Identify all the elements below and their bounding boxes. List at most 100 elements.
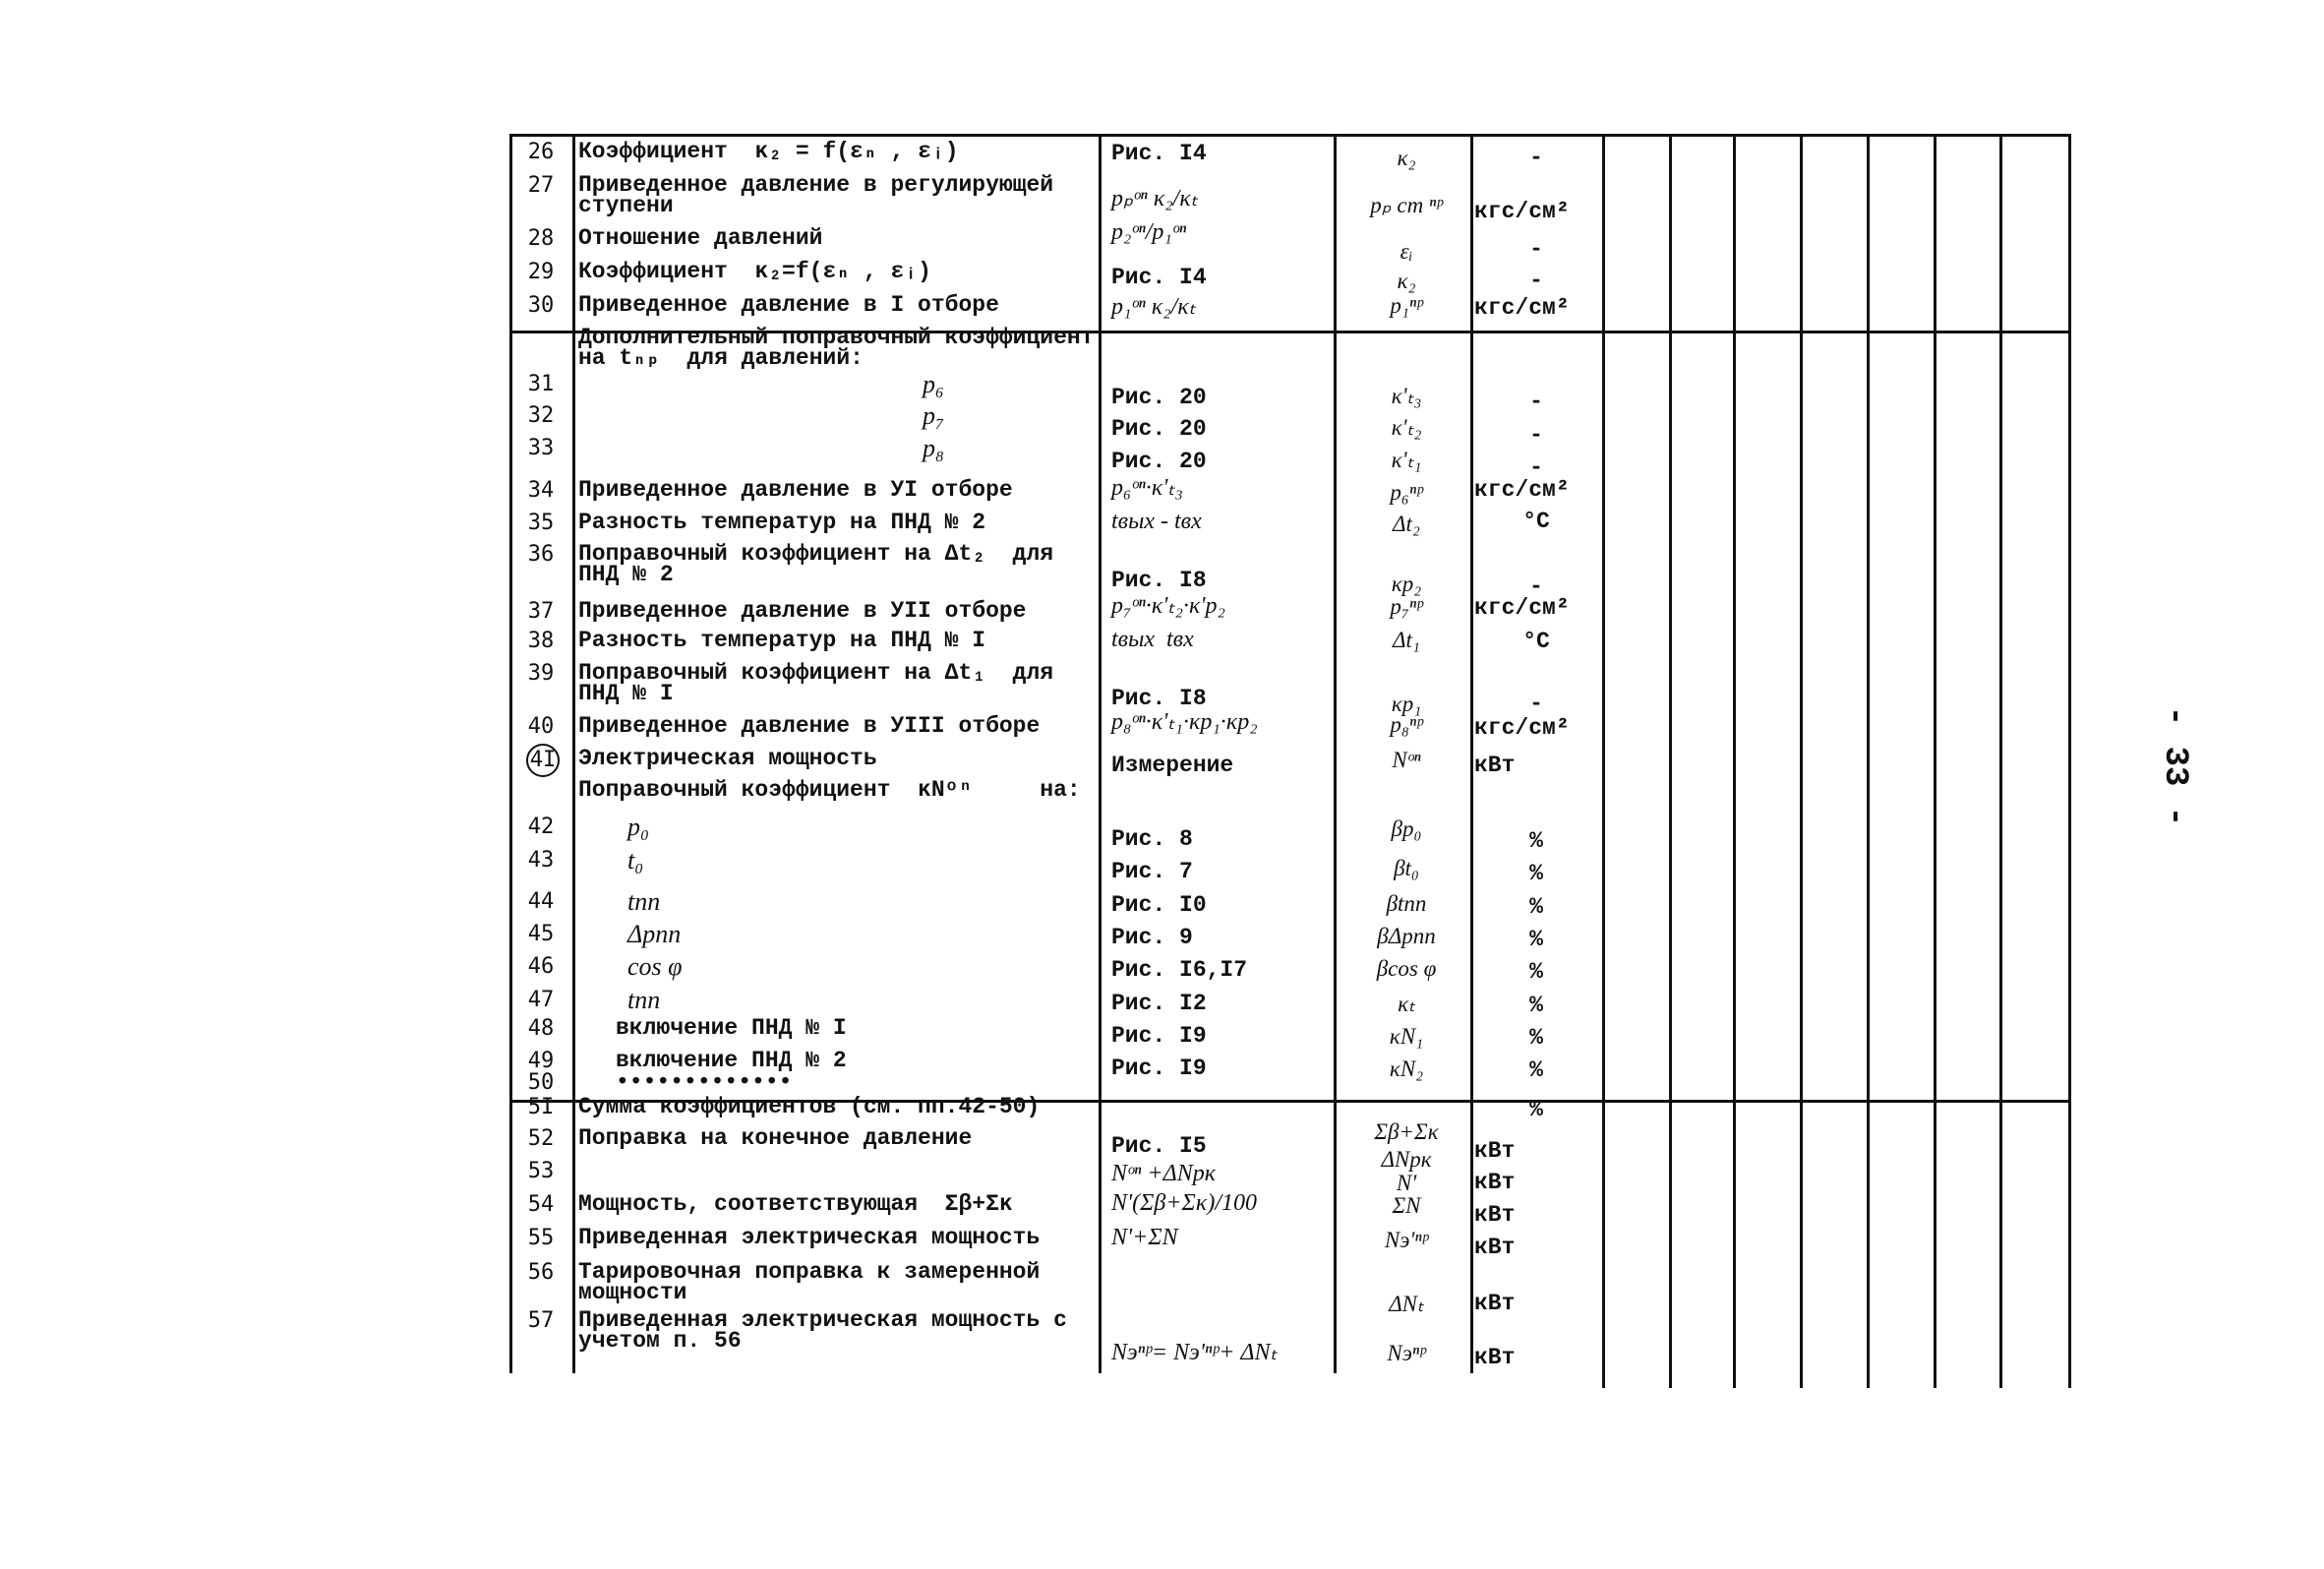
symbol: Nэ'ⁿᵖ (1384, 1228, 1429, 1252)
source-reference: tвых - tвх (1111, 509, 1202, 534)
row-number: 44 (527, 889, 555, 914)
symbol: κp₂ (1391, 572, 1422, 596)
row-description: Приведенная электрическая мощность с уче… (578, 1307, 1081, 1354)
row-description: Поправочный коэффициент на Δt₂ для ПНД №… (578, 541, 1067, 587)
unit: % (1529, 894, 1543, 920)
unit: кгс/см² (1474, 199, 1570, 224)
symbol: ΔNpк (1381, 1147, 1432, 1172)
symbol: p₇ⁿᵖ (1390, 594, 1423, 619)
row-description: Приведенное давление в УI отборе (578, 477, 1013, 503)
row-description: Δpпп (627, 920, 682, 948)
row-number: 27 (527, 173, 555, 198)
source-reference: Рис. 9 (1111, 925, 1193, 950)
row-description: tпп (627, 887, 661, 916)
source-reference: Рис. I5 (1111, 1133, 1207, 1159)
source-reference: tвых tвх (1111, 627, 1194, 652)
unit: кВт (1474, 753, 1516, 778)
row-number: 39 (527, 661, 555, 686)
column-divider (1800, 134, 1803, 1388)
symbol: Nэⁿᵖ (1387, 1341, 1426, 1365)
row-number: 47 (527, 988, 555, 1012)
row-description: p₆ (923, 370, 945, 398)
unit: кгс/см² (1474, 595, 1570, 621)
row-number: 43 (527, 848, 555, 873)
source-reference: N'+ΣN (1111, 1225, 1178, 1250)
source-reference: Nэⁿᵖ= Nэ'ⁿᵖ+ ΔNₜ (1111, 1340, 1278, 1365)
column-divider (1470, 134, 1473, 1373)
column-divider (1934, 134, 1937, 1388)
symbol: p₆ⁿᵖ (1390, 480, 1423, 505)
unit: - (1529, 236, 1543, 262)
unit: % (1529, 959, 1543, 985)
row-description: Поправочный коэффициент κNᵒⁿ на: (578, 777, 1081, 803)
page-number: - 33 - (2156, 705, 2194, 827)
row-number: 29 (527, 260, 555, 284)
unit: - (1529, 389, 1543, 414)
column-divider (2068, 134, 2071, 1388)
source-reference: Рис. I4 (1111, 265, 1207, 290)
source-reference: p₇ᵒⁿ·κ'ₜ₂·κ'p₂ (1111, 593, 1225, 619)
symbol: εᵢ (1400, 239, 1413, 264)
unit: кгс/см² (1474, 295, 1570, 321)
row-description: cos φ (627, 952, 683, 981)
row-number: 45 (527, 922, 555, 946)
column-divider (1602, 134, 1605, 1388)
symbol: βΔpпп (1377, 924, 1436, 948)
row-description: Сумма коэффициентов (см. пп.42-50) (578, 1094, 1041, 1119)
unit: кгс/см² (1474, 715, 1570, 741)
row-number: 52 (527, 1126, 555, 1151)
unit: кВт (1474, 1138, 1516, 1164)
row-number: 4I (526, 744, 560, 777)
row-number: 34 (527, 478, 555, 503)
row-description: Разность температур на ПНД № 2 (578, 510, 986, 535)
symbol: N' (1396, 1171, 1417, 1195)
symbol: κₜ (1398, 992, 1415, 1016)
unit: % (1529, 828, 1543, 854)
column-divider (1099, 134, 1102, 1373)
symbol: κ'ₜ₁ (1391, 448, 1422, 472)
symbol: ΣN (1392, 1193, 1421, 1218)
row-description: p₇ (923, 401, 945, 430)
row-number: 32 (527, 403, 555, 428)
column-divider (1669, 134, 1672, 1388)
source-reference: N'(Σβ+Σκ)/100 (1111, 1190, 1257, 1216)
symbol: κN₁ (1389, 1024, 1424, 1049)
symbol: βt₀ (1394, 856, 1419, 880)
unit: - (1529, 454, 1543, 480)
row-description: p₈ (923, 434, 945, 462)
row-description: Мощность, соответствующая Σβ+Σκ (578, 1191, 1013, 1217)
source-reference: Рис. 20 (1111, 449, 1207, 474)
unit: кВт (1474, 1170, 1516, 1195)
row-number: 48 (527, 1016, 555, 1041)
column-divider (572, 134, 575, 1373)
symbol: Δt₂ (1393, 512, 1420, 536)
symbol: Σβ+Σκ (1374, 1119, 1439, 1144)
source-reference: Рис. I8 (1111, 568, 1207, 593)
source-reference: Измерение (1111, 753, 1234, 778)
row-description: Приведенное давление в УIII отборе (578, 713, 1041, 739)
source-reference: Рис. 7 (1111, 859, 1193, 884)
row-description: Коэффициент κ₂=f(εₙ , εᵢ) (578, 259, 931, 284)
row-number: 57 (527, 1308, 555, 1333)
source-reference: Рис. 20 (1111, 416, 1207, 442)
row-number: 36 (527, 542, 555, 567)
unit: кгс/см² (1474, 477, 1570, 503)
row-number: 26 (527, 140, 555, 164)
column-divider (1733, 134, 1736, 1388)
symbol: pₚ ст ⁿᵖ (1370, 193, 1443, 217)
source-reference: p₆ᵒⁿ·κ'ₜ₃ (1111, 475, 1183, 501)
source-reference: Рис. 20 (1111, 385, 1207, 410)
symbol: κ'ₜ₂ (1391, 415, 1422, 440)
row-number: 37 (527, 599, 555, 624)
row-number: 54 (527, 1192, 555, 1217)
source-reference: Рис. I4 (1111, 141, 1207, 166)
unit: - (1529, 422, 1543, 448)
row-divider (509, 134, 2071, 137)
unit: - (1529, 268, 1543, 293)
row-description: Поправочный коэффициент на Δt₁ для ПНД №… (578, 660, 1067, 706)
row-number: 40 (527, 714, 555, 739)
row-number: 55 (527, 1226, 555, 1250)
source-reference: Рис. I0 (1111, 892, 1207, 918)
symbol: βcos φ (1376, 956, 1437, 981)
row-number: 42 (527, 815, 555, 839)
